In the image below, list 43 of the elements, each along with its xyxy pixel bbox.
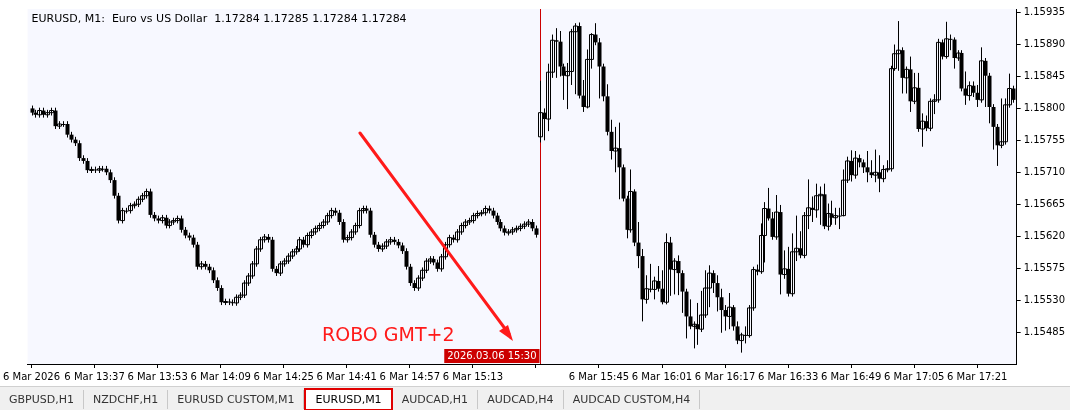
y-tick-label: 1.15935	[1023, 6, 1066, 18]
x-tick-label: 6 Mar 14:09	[190, 370, 251, 382]
y-tick-label: 1.15530	[1023, 293, 1066, 305]
text: GBPUSD,H1	[0, 389, 84, 409]
x-tick-label: 6 Mar 15:45	[568, 370, 630, 382]
candlestick	[573, 22, 578, 95]
y-tick-label: 1.15620	[1023, 229, 1066, 241]
text: EURUSD,M1	[304, 387, 393, 410]
text: AUDCAD,H1	[392, 389, 479, 409]
x-tick-label: 6 Mar 16:01	[631, 370, 693, 382]
y-tick-label: 1.15575	[1023, 261, 1066, 273]
x-tick-label: 6 Mar 13:37	[64, 370, 125, 382]
candlestick	[664, 232, 669, 305]
x-tick-label: 6 Mar 14:41	[316, 370, 377, 382]
y-tick-label: 1.15485	[1023, 325, 1066, 337]
x-tick-label: 6 Mar 16:33	[757, 370, 819, 382]
y-tick-label: 1.15845	[1023, 70, 1066, 82]
candlestick	[538, 80, 543, 143]
chart-title: EURUSD, M1: Euro vs US Dollar 1.17284 1.17285 1.17284 1.17284	[31, 11, 407, 25]
text: AUDCAD,H4	[478, 389, 564, 409]
y-tick-label: 1.15710	[1023, 165, 1066, 177]
x-tick-label: 6 Mar 16:17	[694, 370, 756, 382]
candlestick	[818, 186, 823, 226]
x-tick-label: 6 Mar 14:57	[379, 370, 441, 382]
y-tick-label: 1.15665	[1023, 197, 1066, 209]
candlestick	[979, 46, 984, 104]
y-tick-label: 1.15890	[1023, 38, 1066, 50]
candlestick	[77, 139, 82, 162]
ref-line-label: 2026.03.06 15:30	[447, 349, 537, 361]
x-tick-label: 6 Mar 17:05	[883, 370, 945, 382]
x-tick-label: 6 Mar 15:13	[442, 370, 504, 382]
x-tick-label: 6 Mar 2026	[3, 370, 61, 382]
y-tick-label: 1.15800	[1023, 101, 1066, 113]
text: EURUSD CUSTOM,M1	[168, 389, 305, 409]
text: NZDCHF,H1	[83, 389, 169, 409]
x-tick-label: 6 Mar 14:25	[253, 370, 314, 382]
x-tick-label: 6 Mar 13:53	[127, 370, 188, 382]
annotation: ROBO GMT+2	[322, 323, 455, 345]
x-tick-label: 6 Mar 17:21	[947, 370, 1008, 382]
y-tick-label: 1.15755	[1023, 133, 1066, 145]
candlestick	[727, 292, 732, 330]
x-tick-label: 6 Mar 16:49	[820, 370, 882, 382]
text: AUDCAD CUSTOM,H4	[563, 389, 701, 409]
